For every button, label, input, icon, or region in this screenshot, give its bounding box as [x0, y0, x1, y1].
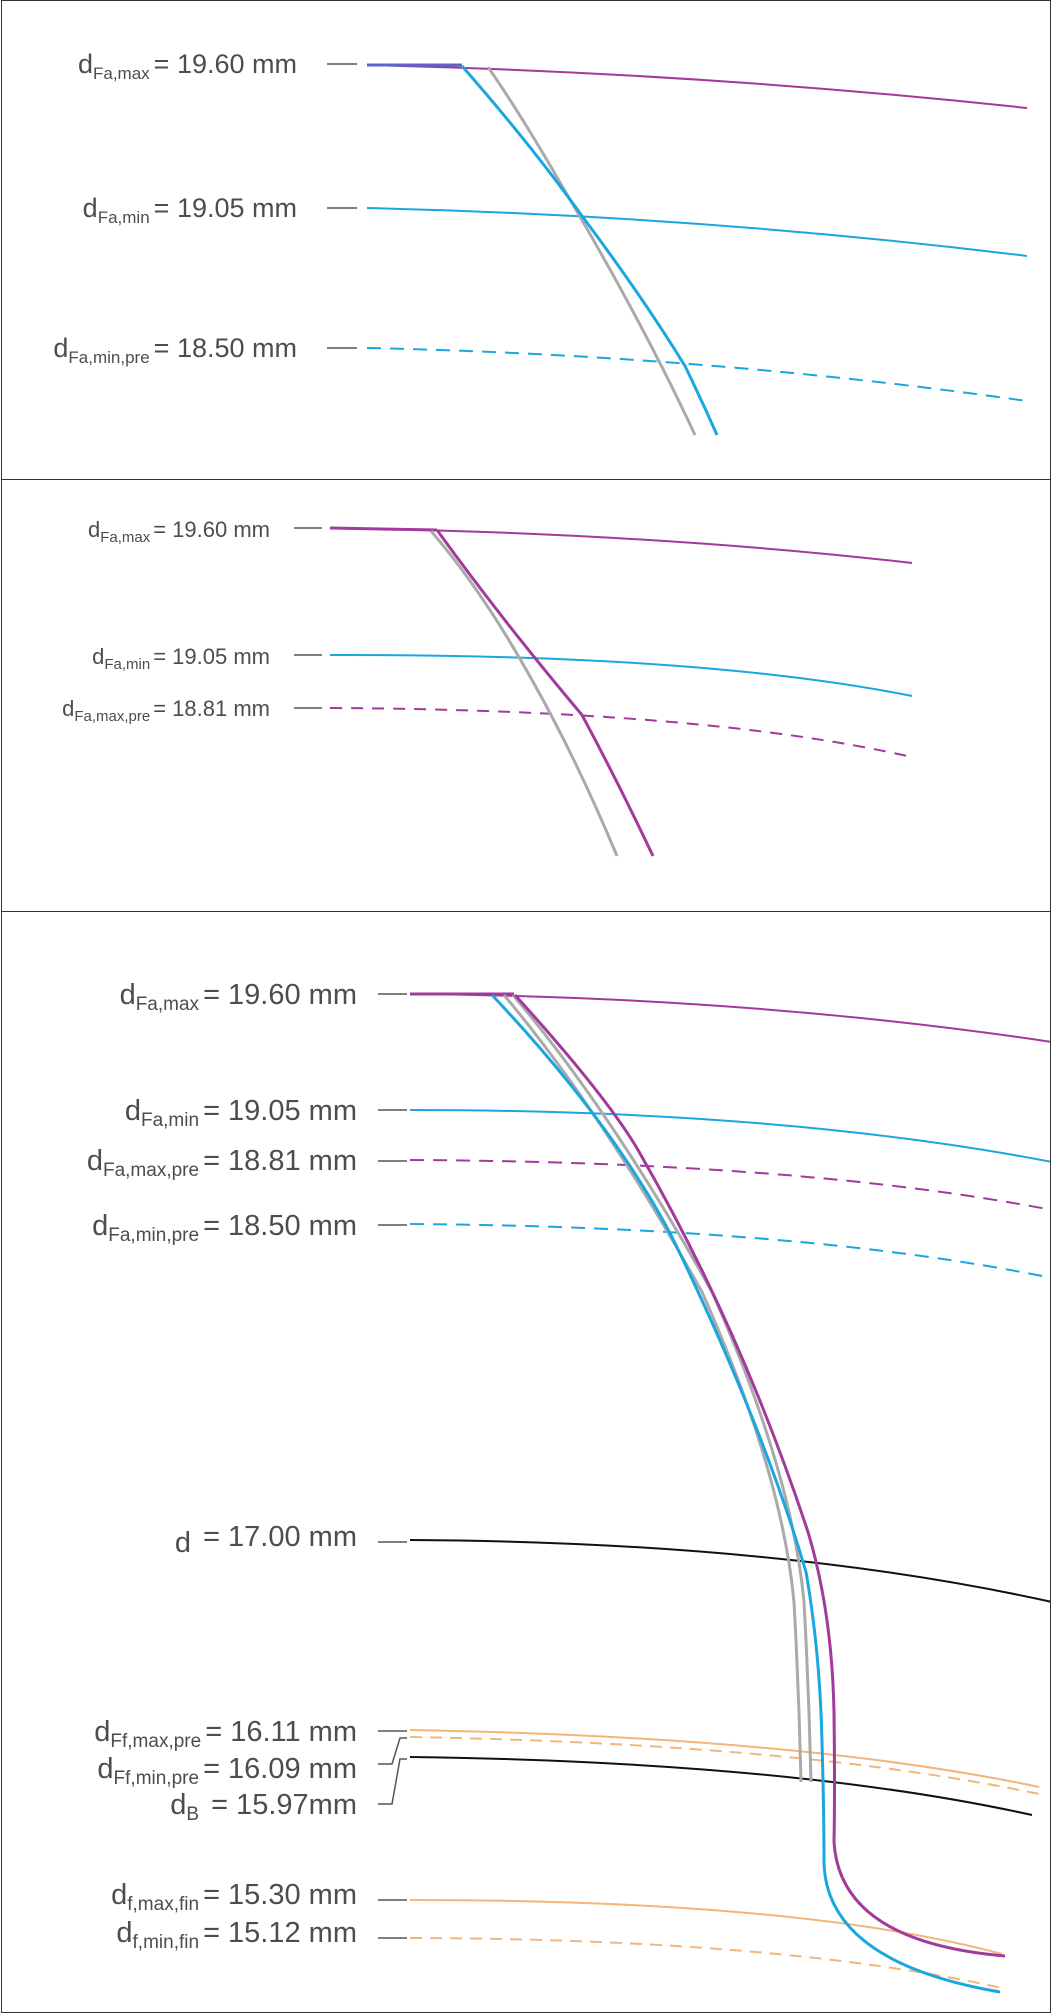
leader-lines [378, 993, 407, 1939]
panel-bottom: dFa,max = 19.60 mm dFa,min = 19.05 mm dFa,… [1, 911, 1051, 2013]
label-df-min-fin: df,min,fin = 15.12 mm [116, 1917, 357, 1953]
flank-reference-right [511, 994, 813, 1783]
flank-max [435, 529, 655, 857]
label-dfa-min-pre: dFa,min,pre = 18.50 mm [53, 333, 297, 367]
diagram-middle: dFa,max = 19.60 mm dFa,min = 19.05 mm dFa,… [62, 517, 913, 857]
circle-d [409, 1539, 1050, 1603]
circle-dfa-max-pre [329, 707, 908, 757]
label-dfa-min: dFa,min = 19.05 mm [125, 1095, 357, 1131]
diagram-top: dFa,max = 19.60 mm dFa,min = 19.05 mm dFa,… [53, 49, 1028, 436]
diagram-bottom: dFa,max = 19.60 mm dFa,min = 19.05 mm dFa,… [87, 979, 1050, 1994]
circle-dff-min-pre [409, 1736, 1040, 1795]
circle-dfa-min-pre [409, 1223, 1050, 1279]
label-dfa-max: dFa,max = 19.60 mm [120, 979, 357, 1015]
label-dfa-max: dFa,max = 19.60 mm [88, 517, 270, 546]
circle-dfa-min-pre [366, 347, 1028, 402]
circle-db [409, 1756, 1033, 1816]
label-dfa-min-pre: dFa,min,pre = 18.50 mm [92, 1210, 357, 1246]
label-dfa-max: dFa,max = 19.60 mm [78, 49, 297, 83]
circle-dfa-min [409, 1109, 1050, 1163]
panel-top: dFa,max = 19.60 mm dFa,min = 19.05 mm dFa,… [1, 0, 1051, 481]
label-df-max-fin: df,max,fin = 15.30 mm [111, 1879, 357, 1915]
label-db: dB = 15.97mm [170, 1789, 357, 1825]
circle-dfa-max-pre [409, 1159, 1050, 1211]
label-dfa-min: dFa,min = 19.05 mm [83, 193, 297, 227]
flank-max [513, 993, 1006, 1958]
label-dff-max-pre: dFf,max,pre = 16.11 mm [94, 1716, 357, 1752]
circle-df-min-fin [409, 1937, 1003, 1989]
label-dfa-max-pre: dFa,max,pre = 18.81 mm [62, 696, 270, 725]
flank-reference [429, 530, 619, 857]
label-dff-min-pre: dFf,min,pre = 16.09 mm [97, 1753, 357, 1789]
circle-dfa-max [409, 993, 1050, 1043]
flank-reference [486, 66, 697, 436]
label-dfa-min: dFa,min = 19.05 mm [92, 644, 270, 673]
circle-dff-max-pre [409, 1729, 1040, 1788]
circle-dfa-max [329, 527, 913, 564]
label-dfa-max-pre: dFa,max,pre = 18.81 mm [87, 1145, 357, 1181]
panel-middle: dFa,max = 19.60 mm dFa,min = 19.05 mm dFa,… [1, 479, 1051, 913]
tooth-tip [329, 526, 438, 532]
label-d: d = 17.00 mm [175, 1521, 357, 1559]
circle-dfa-min [329, 653, 913, 697]
flank-min [490, 993, 1001, 1994]
flank-min [460, 65, 719, 436]
circle-dfa-max [366, 64, 1028, 109]
circle-dfa-min [366, 207, 1028, 257]
circle-df-max-fin [409, 1899, 1003, 1955]
